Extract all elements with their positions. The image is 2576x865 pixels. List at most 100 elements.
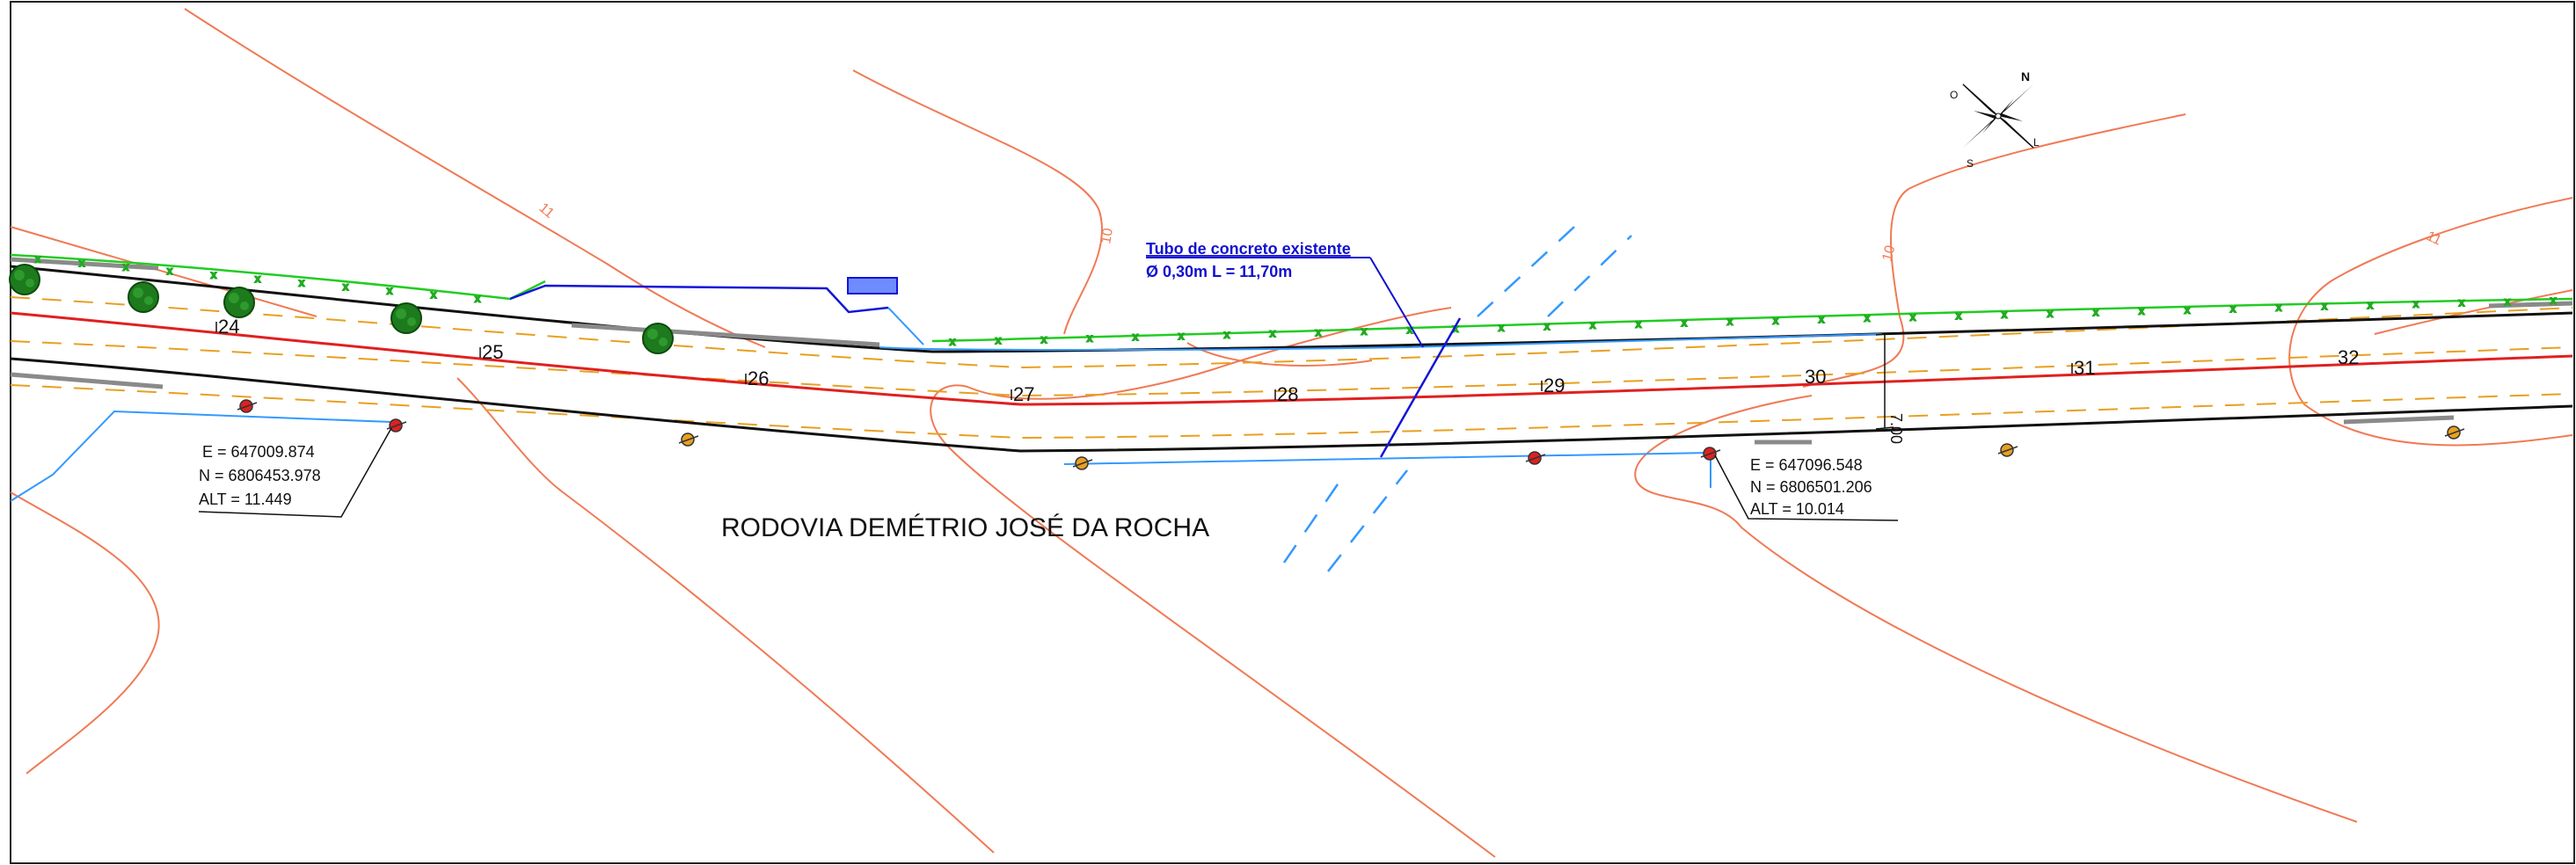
compass-north-letter: N [2021, 69, 2030, 84]
fence-mark: x [1407, 323, 1412, 336]
fence-mark: x [343, 280, 348, 293]
tree-icon [128, 281, 159, 313]
utility-pole-icon [1525, 451, 1546, 465]
fence-mark: x [1041, 333, 1047, 345]
pipe-leader [1369, 257, 1424, 348]
pipe-title: Tubo de concreto existente [1146, 240, 1351, 258]
pipe-annotation: Tubo de concreto existente Ø 0,30m L = 1… [1146, 240, 1424, 348]
tree-icon [642, 323, 674, 354]
road-centerline [10, 311, 2573, 406]
tree-icon [223, 287, 255, 318]
fence-mark: x [211, 269, 216, 281]
fence-mark: x [1636, 317, 1641, 330]
survey-altitude: ALT = 11.449 [199, 491, 292, 508]
fence-mark: x [1361, 324, 1367, 337]
compass-west-letter: O [1950, 89, 1958, 101]
tree-icon [390, 302, 422, 334]
fence-mark: x [2459, 296, 2464, 309]
fence-mark: x [1499, 321, 1504, 333]
compass-rose-icon: N O L S [1950, 69, 2040, 170]
fence-mark: x [387, 285, 392, 297]
compass-east-letter: L [2033, 136, 2040, 149]
survey-northing: N = 6806501.206 [1750, 478, 1872, 496]
station-label: 24 [218, 316, 239, 338]
drainage-dashed [1282, 226, 1632, 572]
fence-mark: x [1453, 323, 1458, 335]
fence-mark: x [1270, 327, 1275, 339]
fence-mark: x [1727, 316, 1733, 328]
station-label: 28 [1277, 383, 1298, 405]
fence-x-marks: x x x x x x x x x x x x x x x x x x x x x x x x x x x x x x x x x x x x x x x x… [34, 252, 2557, 349]
fence-mark: x [123, 261, 128, 273]
fence-mark: x [1956, 309, 1961, 322]
kerb-segments [10, 257, 2573, 445]
fence-mark: x [1773, 314, 1778, 326]
survey-point-1: E = 647009.874 N = 6806453.978 ALT = 11.… [198, 427, 392, 518]
utility-pole-icon [1997, 443, 2018, 457]
utility-pole-icon [237, 399, 258, 413]
station-label: 26 [748, 367, 769, 389]
fence-mark: x [2413, 298, 2419, 310]
survey-leader [1714, 454, 1899, 521]
fence-mark: x [2093, 306, 2098, 318]
fence-mark: x [475, 293, 480, 305]
utility-pole-icon [1700, 447, 1721, 461]
survey-altitude: ALT = 10.014 [1750, 500, 1844, 518]
contour-label: 11 [536, 200, 557, 222]
station-label: 27 [1013, 383, 1034, 405]
fence-mark: x [431, 288, 436, 301]
station-ticks [215, 322, 2073, 400]
tree-icon [9, 264, 40, 295]
fence-mark: x [2322, 300, 2327, 312]
station-label: 30 [1805, 366, 1826, 388]
station-labels: 24 25 26 27 28 29 30 31 32 [218, 316, 2359, 405]
fence-mark: x [2550, 294, 2556, 307]
fence-mark: x [299, 277, 304, 289]
fence-mark: x [1864, 312, 1870, 324]
fence-mark: x [950, 335, 955, 347]
fence-mark: x [1133, 331, 1138, 343]
fence-mark: x [1179, 330, 1184, 342]
fence-mark: x [2139, 305, 2144, 317]
fence-mark: x [2047, 307, 2053, 319]
utility-poles [237, 399, 2465, 470]
lane-dash-lines [10, 296, 2573, 440]
road-width-label: 7.00 [1887, 413, 1905, 444]
fence-mark: x [996, 334, 1001, 346]
station-label: 32 [2338, 346, 2359, 368]
fence-mark: x [1590, 319, 1595, 331]
fence-mark: x [2185, 303, 2190, 316]
utility-pole-icon [2444, 425, 2465, 440]
fence-mark: x [2230, 302, 2236, 315]
sheet-frame [10, 1, 2575, 864]
fence-mark: x [255, 273, 260, 285]
fence-mark: x [79, 257, 84, 269]
contour-label: 11 [2424, 229, 2443, 248]
fence-mark: x [2276, 302, 2281, 314]
survey-easting: E = 647096.548 [1750, 456, 1863, 474]
fence-mark: x [1224, 328, 1230, 340]
trees [9, 264, 674, 354]
fence-mark: x [1087, 331, 1092, 344]
survey-point-2: E = 647096.548 N = 6806501.206 ALT = 10.… [1714, 454, 1899, 521]
station-label: 29 [1543, 374, 1565, 396]
utility-pole-icon [678, 432, 699, 447]
road-name: RODOVIA DEMÉTRIO JOSÉ DA ROCHA [721, 513, 1209, 542]
contour-label: 10 [1879, 244, 1898, 263]
headwall-icon [847, 277, 898, 294]
pipe-spec: Ø 0,30m L = 11,70m [1146, 263, 1292, 280]
contour-label: 10 [1098, 227, 1116, 245]
fence-mark: x [1910, 310, 1916, 323]
survey-leader [198, 427, 392, 518]
fence-mark: x [167, 265, 172, 277]
station-label: 25 [482, 341, 503, 363]
utility-pole-icon [386, 418, 407, 432]
contour-labels: 11 10 10 11 [536, 200, 2443, 263]
pipe-structure [509, 284, 1462, 458]
utility-pole-icon [1072, 456, 1093, 470]
survey-easting: E = 647009.874 [202, 443, 315, 461]
fence-mark: x [2368, 299, 2373, 311]
fence-mark: x [1682, 316, 1687, 329]
fence-line [10, 253, 2573, 343]
fence-mark: x [35, 253, 40, 265]
